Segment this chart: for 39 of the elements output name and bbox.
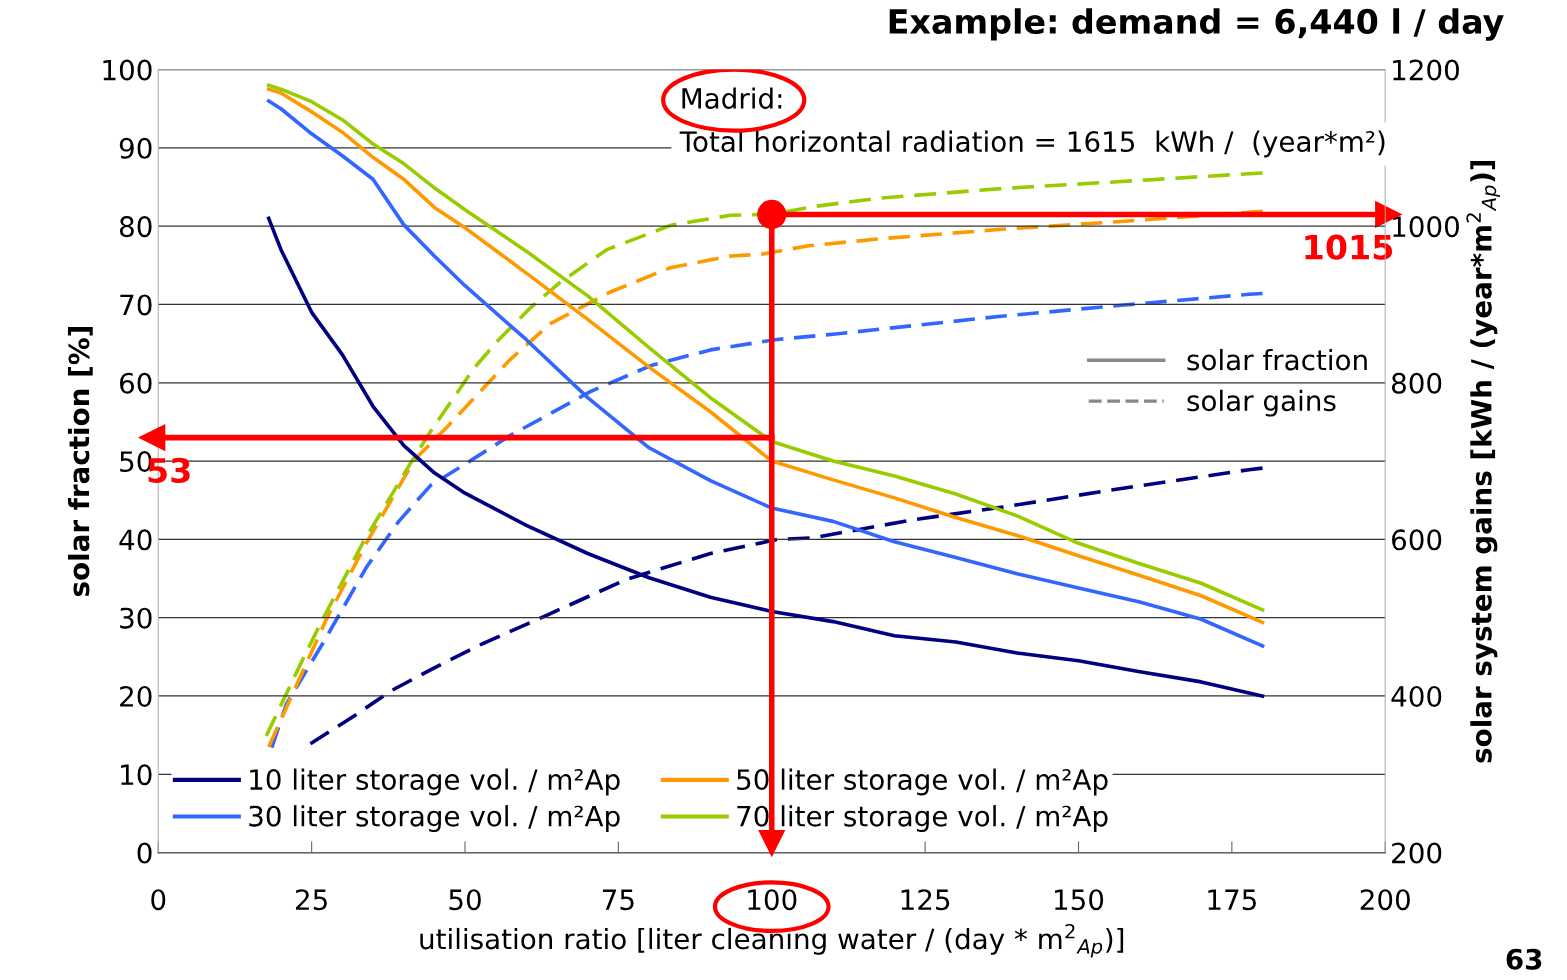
x-tick-label: 150	[1055, 889, 1104, 911]
y2-tick-label: 200	[1392, 842, 1442, 864]
y-tick-label: 30	[120, 607, 152, 629]
y-axis-title: solar fraction [%]	[67, 327, 93, 597]
x-tick-label: 175	[1208, 889, 1256, 911]
y2-tick-label: 1200	[1393, 59, 1459, 81]
legend-label: 70 liter storage vol. / m²Ap	[737, 805, 1108, 833]
x-axis-title: utilisation ratio [liter cleaning water / (day * m$^{2}$$_{Ap}$)]	[420, 923, 1124, 958]
ref-line-label: 1015	[1305, 234, 1393, 260]
legend-label: 10 liter storage vol. / m²Ap	[250, 768, 620, 796]
x-tick-label: 75	[602, 889, 634, 911]
annotation: Total horizontal radiation = 1615 kWh / (year*m²)	[679, 130, 1385, 158]
y2-tick-label: 1000	[1393, 216, 1459, 238]
annotation: Madrid:	[682, 87, 782, 109]
x-tick-label: 25	[296, 889, 327, 911]
y2-tick-label: 600	[1392, 529, 1442, 551]
x-tick-label: 100	[748, 889, 797, 911]
y-tick-label: 40	[119, 529, 152, 551]
y-tick-label: 60	[120, 372, 152, 394]
legend-label: 30 liter storage vol. / m²Ap	[249, 805, 620, 833]
x-tick-label: 200	[1360, 889, 1410, 911]
x-tick-label: 50	[449, 889, 481, 911]
text: 63	[1506, 948, 1542, 970]
y2-tick-label: 400	[1391, 685, 1442, 707]
chart-title: Example: demand = 6,440 l / day	[889, 8, 1504, 41]
y-tick-label: 100	[103, 59, 152, 81]
y-tick-label: 0	[137, 842, 152, 864]
x-tick-label: 0	[151, 889, 166, 911]
x-tick-label: 125	[901, 889, 950, 911]
annotation: solar gains	[1187, 389, 1336, 417]
y2-tick-label: 800	[1391, 372, 1442, 394]
y-tick-label: 80	[119, 216, 152, 238]
y-tick-label: 90	[119, 137, 152, 159]
y-tick-label: 70	[120, 294, 152, 316]
y2-axis-title: solar system gains [kWh / (year*m$^{2}$$_{Ap}$)]	[1466, 160, 1501, 763]
y-tick-label: 10	[121, 764, 152, 786]
y-tick-label: 20	[120, 685, 152, 707]
annotation: solar fraction	[1187, 348, 1367, 371]
legend-label: 50 liter storage vol. / m²Ap	[737, 768, 1108, 796]
